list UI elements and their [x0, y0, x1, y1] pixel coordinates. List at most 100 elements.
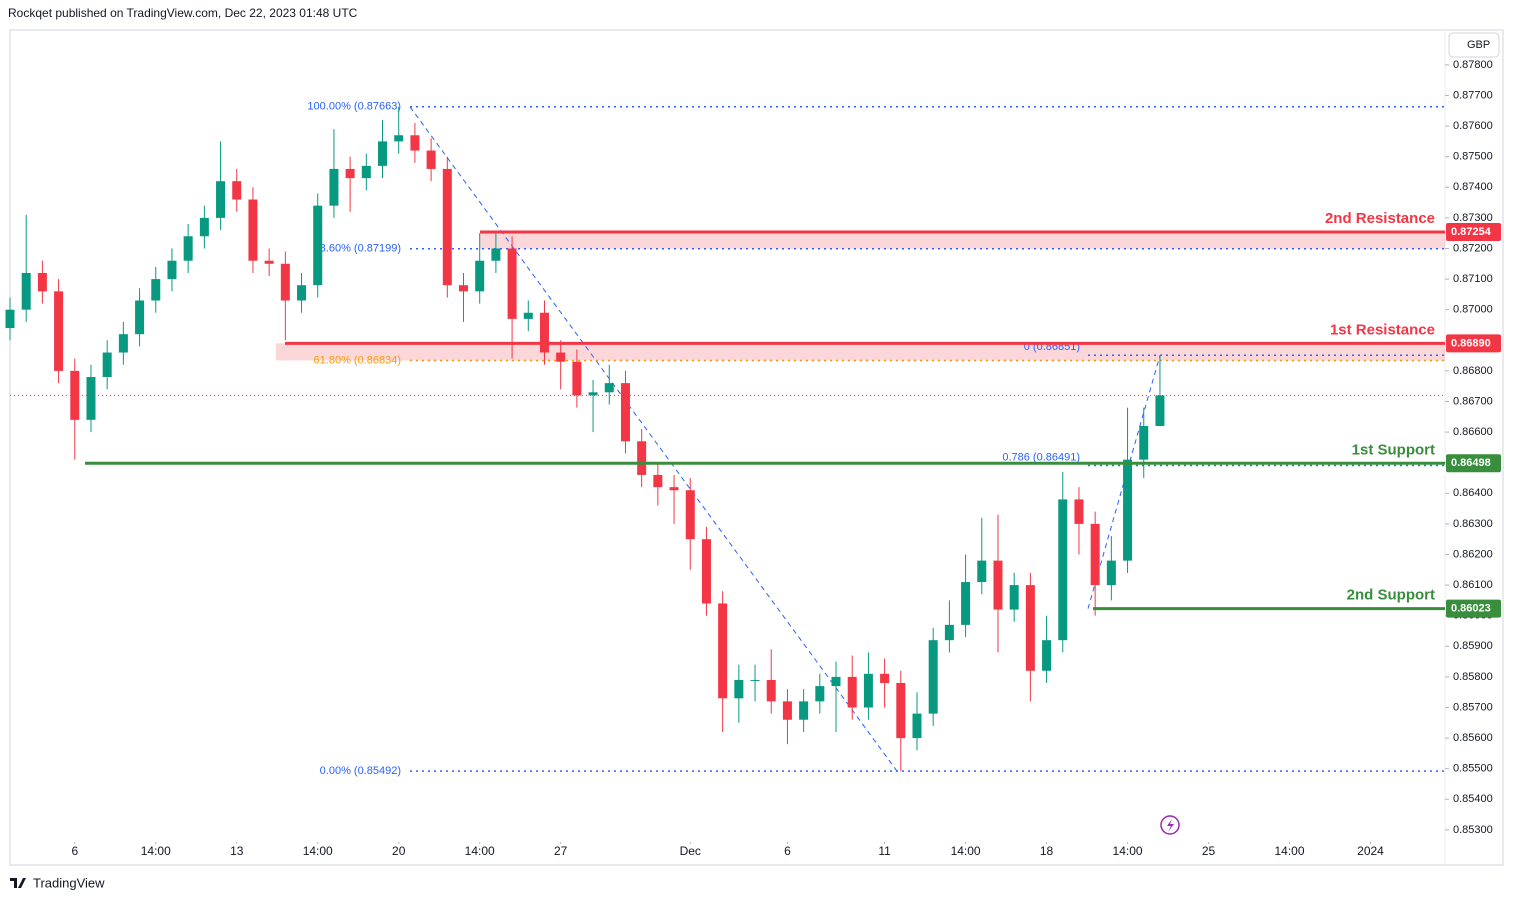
candle-body	[361, 165, 371, 179]
candle-body	[944, 624, 954, 641]
candle-body	[912, 713, 922, 739]
x-tick-label: 14:00	[1113, 844, 1143, 858]
candle	[394, 106, 404, 154]
level-price-box	[1446, 334, 1501, 353]
candle	[135, 288, 145, 347]
candle-body	[1074, 499, 1084, 524]
candle	[37, 260, 47, 304]
candle-body	[232, 181, 242, 200]
level-price-label: 0.87254	[1451, 226, 1492, 238]
candle-body	[750, 679, 760, 681]
candle-body	[1058, 499, 1068, 641]
candle	[248, 187, 258, 273]
candle	[491, 233, 501, 273]
candle	[523, 300, 533, 332]
candle-body	[977, 560, 987, 583]
candle	[1074, 487, 1084, 555]
candle-body	[37, 272, 47, 292]
candle	[718, 591, 728, 732]
candle	[734, 664, 744, 723]
y-tick-label: 0.86700	[1453, 395, 1493, 407]
candle-body	[766, 679, 776, 702]
candle	[216, 141, 226, 231]
candle	[653, 462, 663, 506]
y-tick-label: 0.86300	[1453, 518, 1493, 530]
candle	[1123, 407, 1133, 573]
x-tick-label: 6	[784, 844, 791, 858]
y-tick-label: 0.87600	[1453, 120, 1493, 132]
candle-body	[653, 474, 663, 488]
candle-body	[216, 181, 226, 218]
brand-icon	[10, 878, 26, 888]
icon-bolt[interactable]	[1167, 819, 1174, 832]
candle	[1155, 355, 1165, 426]
candle	[1090, 511, 1100, 616]
candle	[70, 358, 80, 460]
level-name: 2nd Support	[1347, 587, 1435, 604]
x-tick-label: 11	[878, 844, 891, 858]
candle-body	[1106, 560, 1116, 586]
candle	[750, 664, 760, 702]
candle-body	[572, 361, 582, 396]
candle	[183, 224, 193, 273]
candle-body	[458, 285, 468, 292]
level-name: 1st Resistance	[1330, 321, 1435, 338]
y-tick-label: 0.85400	[1453, 793, 1493, 805]
lightning-icon[interactable]	[1160, 815, 1180, 835]
candle	[669, 474, 679, 524]
candle	[410, 123, 420, 163]
x-tick-label: 27	[554, 844, 568, 858]
currency-button[interactable]	[1448, 32, 1500, 58]
icon-circle[interactable]	[1160, 815, 1180, 835]
y-tick-label: 0.86200	[1453, 548, 1493, 560]
candle-body	[118, 334, 128, 353]
candle	[329, 129, 339, 218]
x-tick-label: 14:00	[141, 844, 171, 858]
candle-body	[5, 309, 15, 329]
candle-body	[329, 168, 339, 206]
x-tick-label: 18	[1040, 844, 1054, 858]
currency-label[interactable]: GBP	[1467, 39, 1490, 51]
x-tick-label: 20	[392, 844, 406, 858]
fib-label: 100.00% (0.87663)	[307, 101, 401, 113]
candle	[572, 349, 582, 408]
candle	[604, 364, 614, 405]
level-price-box	[1446, 454, 1501, 473]
candle	[782, 689, 792, 745]
candle-body	[815, 686, 825, 702]
candle	[912, 692, 922, 751]
candle	[1042, 615, 1052, 684]
candle-body	[167, 260, 177, 280]
candle	[637, 429, 647, 488]
candle	[5, 297, 15, 341]
candle	[993, 514, 1003, 653]
candle	[345, 156, 355, 212]
brand-name: TradingView	[33, 875, 105, 890]
candle	[54, 279, 64, 384]
candle-body	[54, 291, 64, 371]
candle	[944, 600, 954, 653]
y-tick-label: 0.87700	[1453, 89, 1493, 101]
candle-body	[863, 673, 873, 708]
fib-label: 61.80% (0.86834)	[314, 354, 401, 366]
candle	[86, 364, 96, 433]
x-tick-label: 6	[71, 844, 78, 858]
candle-body	[135, 300, 145, 335]
candle	[766, 649, 776, 714]
candle-body	[588, 392, 598, 396]
level-price-label: 0.86498	[1451, 457, 1491, 469]
fib-trend	[409, 106, 898, 772]
candle	[1058, 471, 1068, 653]
candle-body	[556, 352, 566, 362]
y-tick-label: 0.87400	[1453, 181, 1493, 193]
candle-body	[297, 285, 307, 301]
candle-body	[880, 673, 890, 684]
candle-body	[151, 279, 161, 301]
candle-body	[1139, 425, 1149, 460]
candle	[297, 272, 307, 313]
candle	[118, 321, 128, 365]
candle-body	[86, 377, 96, 420]
candle	[264, 248, 274, 277]
candle-body	[1042, 640, 1052, 671]
y-tick-label: 0.86800	[1453, 365, 1493, 377]
